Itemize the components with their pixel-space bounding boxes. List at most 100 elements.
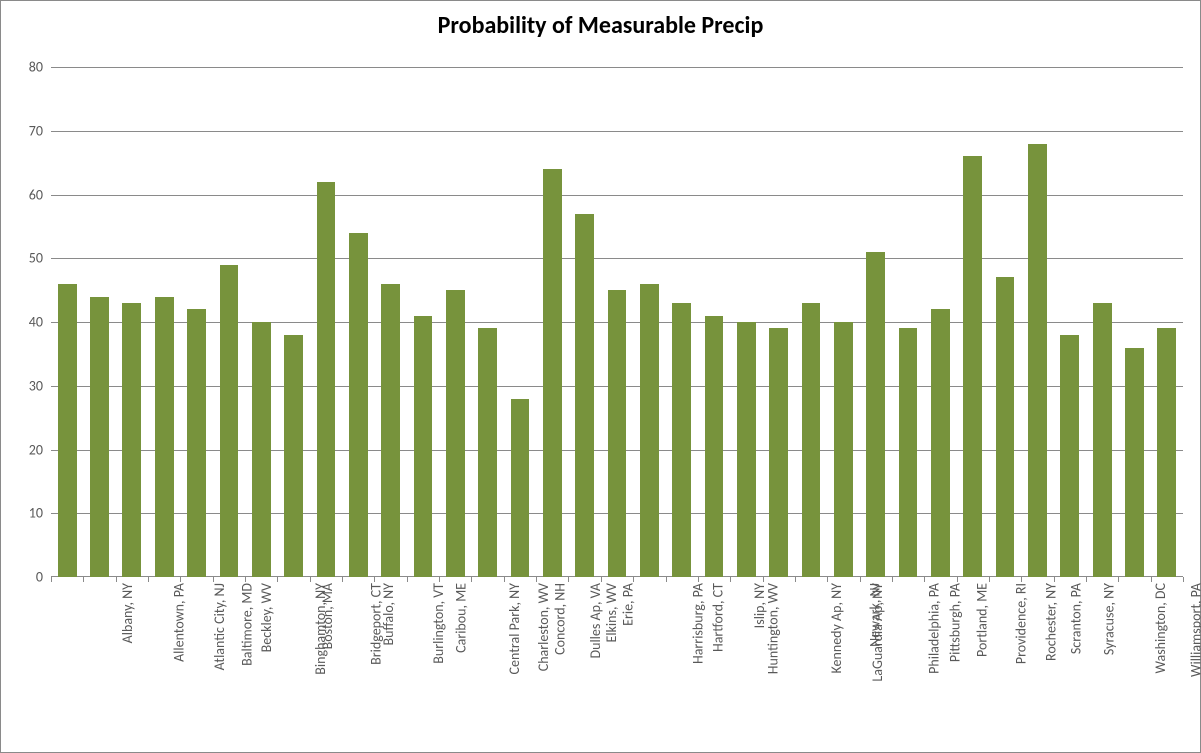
y-tick-label: 10 <box>29 505 51 522</box>
bar <box>1060 335 1079 577</box>
x-tick-mark <box>83 577 84 582</box>
x-tick-mark <box>1118 577 1119 582</box>
bar <box>672 303 691 577</box>
x-tick-mark <box>116 577 117 582</box>
x-tick-label: Williamsport, PA <box>1188 583 1201 677</box>
bar <box>317 182 336 577</box>
x-tick-label: Kennedy Ap, NY <box>828 583 845 674</box>
x-tick-mark <box>374 577 375 582</box>
bar <box>478 328 497 577</box>
bar <box>802 303 821 577</box>
plot-area: 01020304050607080Albany, NYAllentown, PA… <box>51 67 1183 577</box>
y-tick-label: 30 <box>29 377 51 394</box>
x-tick-label: Caribou, ME <box>452 583 469 653</box>
x-tick-label: Syracuse, NY <box>1101 583 1118 655</box>
x-tick-mark <box>892 577 893 582</box>
x-tick-mark <box>51 577 52 582</box>
x-tick-mark <box>795 577 796 582</box>
x-tick-label: Charleston, WV <box>535 583 552 671</box>
x-tick-mark <box>1151 577 1152 582</box>
x-tick-mark <box>827 577 828 582</box>
gridline <box>51 195 1183 196</box>
x-tick-label: Beckley, WV <box>257 583 274 652</box>
x-tick-label: Hartford, CT <box>710 583 727 652</box>
chart-title: Probability of Measurable Precip <box>1 11 1200 40</box>
bar <box>899 328 918 577</box>
x-tick-mark <box>763 577 764 582</box>
x-tick-mark <box>1021 577 1022 582</box>
x-tick-mark <box>924 577 925 582</box>
y-tick-label: 50 <box>29 250 51 267</box>
x-tick-label: Scranton, PA <box>1068 583 1085 654</box>
x-tick-mark <box>148 577 149 582</box>
x-tick-label: Allentown, PA <box>170 583 187 662</box>
y-tick-label: 70 <box>29 122 51 139</box>
bar <box>349 233 368 577</box>
x-tick-label: Pittsburgh, PA <box>946 583 963 662</box>
x-tick-label: Concord, NH <box>551 583 568 655</box>
x-tick-mark <box>698 577 699 582</box>
bar <box>381 284 400 577</box>
bar <box>414 316 433 577</box>
x-tick-mark <box>1086 577 1087 582</box>
x-tick-label: Atlantic City, NJ <box>211 583 228 670</box>
bar <box>608 290 627 577</box>
x-tick-label: Rochester, NY <box>1042 583 1059 661</box>
x-tick-label: Islip, NY <box>751 583 768 628</box>
bar <box>996 277 1015 577</box>
y-tick-label: 20 <box>29 441 51 458</box>
bar <box>58 284 77 577</box>
bar <box>1125 348 1144 578</box>
gridline <box>51 131 1183 132</box>
x-tick-mark <box>504 577 505 582</box>
bar <box>511 399 530 578</box>
bar <box>866 252 885 577</box>
bar <box>187 309 206 577</box>
y-tick-label: 60 <box>29 186 51 203</box>
x-tick-mark <box>407 577 408 582</box>
x-tick-label: Elkins, WV <box>603 583 620 643</box>
y-tick-label: 40 <box>29 314 51 331</box>
bar <box>90 297 109 578</box>
x-tick-mark <box>213 577 214 582</box>
bar <box>220 265 239 577</box>
x-tick-label: Newark, NJ <box>866 583 883 647</box>
x-tick-label: Buffalo, NY <box>380 583 397 645</box>
y-tick-label: 80 <box>29 59 51 76</box>
bar <box>1028 144 1047 578</box>
x-tick-mark <box>180 577 181 582</box>
x-tick-label: Central Park, NY <box>506 583 523 674</box>
chart-container: Probability of Measurable Precip 0102030… <box>0 0 1201 753</box>
x-tick-label: Boston, MA <box>319 583 336 649</box>
x-tick-mark <box>633 577 634 582</box>
x-tick-label: Dulles Ap, VA <box>587 583 604 659</box>
bar <box>769 328 788 577</box>
x-tick-label: Philadelphia, PA <box>926 583 943 674</box>
bar <box>155 297 174 578</box>
bar <box>252 322 271 577</box>
bar <box>1157 328 1176 577</box>
x-tick-label: Portland, ME <box>974 583 991 657</box>
x-tick-mark <box>666 577 667 582</box>
x-tick-mark <box>957 577 958 582</box>
bar <box>834 322 853 577</box>
x-tick-mark <box>730 577 731 582</box>
x-tick-mark <box>342 577 343 582</box>
x-tick-label: Harrisburg, PA <box>690 583 707 664</box>
x-tick-mark <box>568 577 569 582</box>
x-tick-label: Washington, DC <box>1152 583 1169 673</box>
bar <box>446 290 465 577</box>
y-tick-label: 0 <box>36 569 51 586</box>
x-tick-label: Burlington, VT <box>430 583 447 664</box>
bar <box>122 303 141 577</box>
x-tick-mark <box>989 577 990 582</box>
x-tick-mark <box>277 577 278 582</box>
gridline <box>51 67 1183 68</box>
x-tick-mark <box>536 577 537 582</box>
x-tick-mark <box>439 577 440 582</box>
bar <box>931 309 950 577</box>
x-tick-mark <box>1183 577 1184 582</box>
bar <box>1093 303 1112 577</box>
bar <box>963 156 982 577</box>
x-tick-label: Erie, PA <box>619 583 636 626</box>
